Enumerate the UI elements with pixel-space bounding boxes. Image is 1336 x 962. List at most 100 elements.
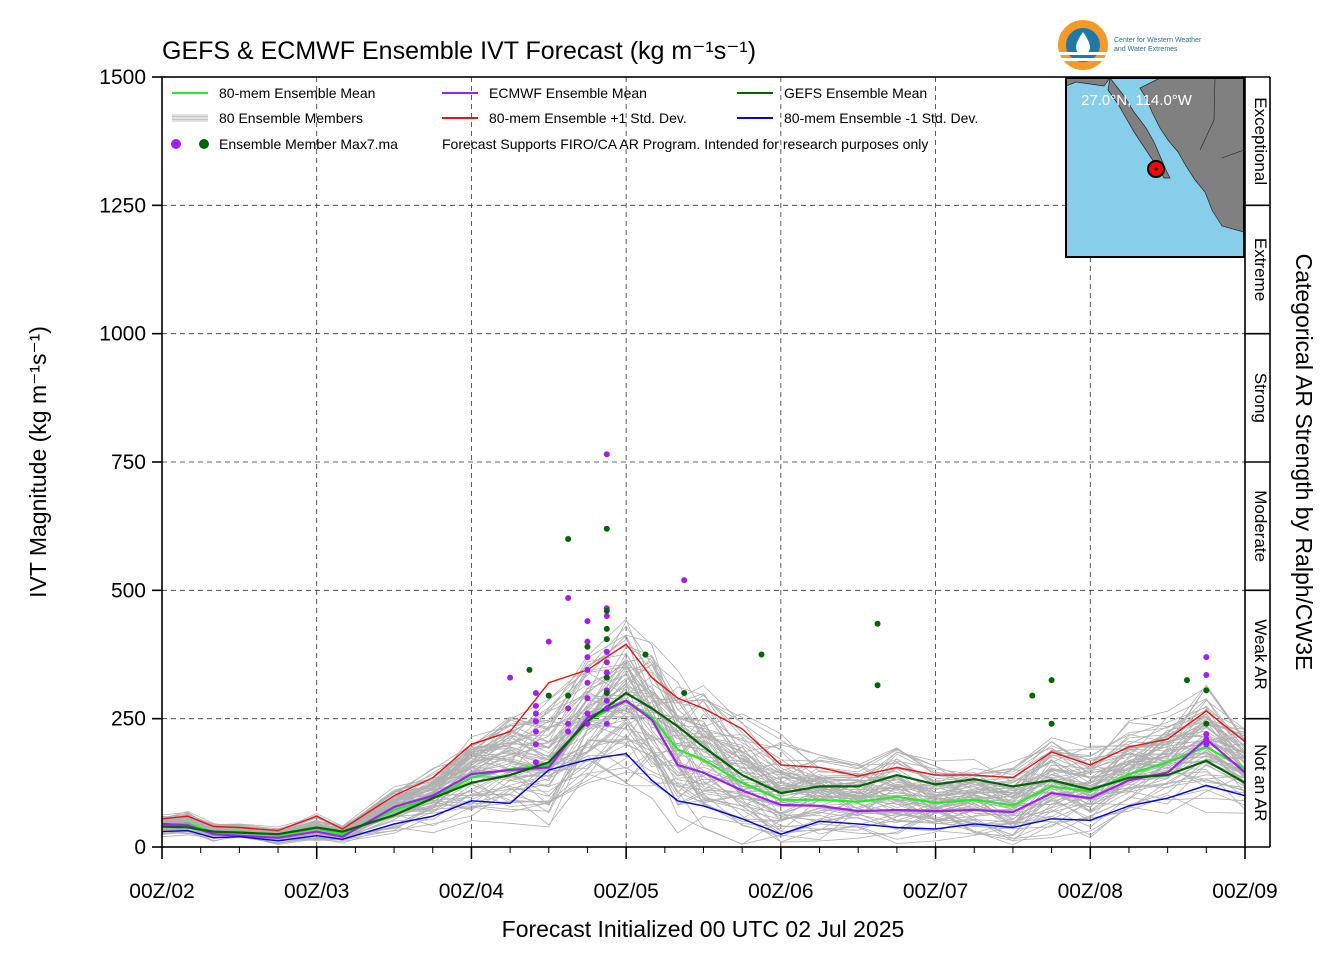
member-max-point-gefs xyxy=(565,536,572,542)
member-max-point-gefs xyxy=(681,690,688,696)
legend-label: GEFS Ensemble Mean xyxy=(784,85,927,101)
ensemble-member-line xyxy=(161,771,1246,841)
member-max-point-gefs xyxy=(874,682,881,689)
category-label: Exceptional xyxy=(1251,97,1270,185)
location-inset-map: 27.0°N, 114.0°W xyxy=(1065,77,1245,258)
legend-dot-ecmwf xyxy=(171,139,181,149)
80-mem-ensemble-1-std-dev--line xyxy=(161,643,1246,832)
member-max-point-ecmwf xyxy=(1203,741,1210,748)
member-max-point-ecmwf xyxy=(603,720,610,727)
member-max-point-ecmwf xyxy=(532,702,539,709)
member-max-point-ecmwf xyxy=(584,654,591,661)
y-tick-label: 750 xyxy=(111,451,146,474)
legend-dot-gefs xyxy=(199,139,209,149)
member-max-point-ecmwf xyxy=(565,728,572,735)
category-label: Weak AR xyxy=(1251,619,1270,690)
member-max-point-gefs xyxy=(603,625,610,632)
ensemble-member-line xyxy=(161,656,1246,833)
gefs-ensemble-mean-line xyxy=(161,691,1246,836)
member-max-point-ecmwf xyxy=(603,659,610,666)
x-tick-label: 00Z/02 xyxy=(129,880,194,903)
member-max-point-gefs xyxy=(603,607,610,614)
legend-label: 80-mem Ensemble +1 Std. Dev. xyxy=(489,110,687,126)
ensemble-member-line xyxy=(161,661,1246,834)
member-max-point-gefs xyxy=(603,525,610,532)
member-max-point-ecmwf xyxy=(603,697,610,704)
member-max-point-ecmwf xyxy=(681,577,688,584)
legend: 80-mem Ensemble Mean ECMWF Ensemble Mean G… xyxy=(171,85,978,152)
member-max-point-ecmwf xyxy=(1203,736,1210,743)
ensemble-member-line xyxy=(161,721,1246,841)
member-max-point-ecmwf xyxy=(532,759,539,766)
member-max-point-ecmwf xyxy=(565,720,572,727)
member-max-point-ecmwf xyxy=(603,648,610,655)
y-tick-label: 1250 xyxy=(99,194,146,217)
legend-label: 80-mem Ensemble Mean xyxy=(219,85,375,101)
member-max-point-ecmwf xyxy=(584,618,591,625)
member-max-point-ecmwf xyxy=(584,720,591,727)
member-max-point-gefs xyxy=(758,651,765,658)
x-tick-label: 00Z/09 xyxy=(1212,880,1277,903)
member-max-point-ecmwf xyxy=(584,679,591,686)
ensemble-members xyxy=(161,618,1246,846)
member-max-point-ecmwf xyxy=(1203,731,1210,738)
y-tick-label: 0 xyxy=(134,836,146,859)
80-mem-ensemble-1-std-dev--line xyxy=(161,752,1246,842)
y-tick-label: 1500 xyxy=(99,66,146,89)
member-max-point-gefs xyxy=(1183,677,1190,684)
member-max-point-gefs xyxy=(603,674,610,681)
ensemble-member-line xyxy=(161,665,1246,835)
member-max-point-ecmwf xyxy=(1203,672,1210,679)
member-max-point-ecmwf xyxy=(532,710,539,717)
member-max-point-gefs xyxy=(642,651,649,658)
ecmwf-ensemble-mean-line xyxy=(161,699,1246,839)
x-tick-label: 00Z/07 xyxy=(903,880,968,903)
member-max-point-ecmwf xyxy=(532,728,539,735)
member-max-point-ecmwf xyxy=(584,710,591,717)
member-max-point-ecmwf xyxy=(532,690,539,696)
member-max-point-gefs xyxy=(1048,677,1055,684)
x-tick-label: 00Z/04 xyxy=(439,880,505,903)
member-max-point-gefs xyxy=(1203,720,1210,727)
member-max-point-ecmwf xyxy=(603,669,610,676)
y-axis-label: IVT Magnitude (kg m⁻¹s⁻¹) xyxy=(25,326,51,598)
legend-note: Forecast Supports FIRO/CA AR Program. In… xyxy=(442,136,928,152)
member-max-point-ecmwf xyxy=(565,595,572,602)
location-coordinates: 27.0°N, 114.0°W xyxy=(1081,92,1193,109)
y-tick-label: 500 xyxy=(111,579,146,602)
legend-label: 80 Ensemble Members xyxy=(219,110,363,126)
member-max-point-ecmwf xyxy=(584,695,591,702)
member-max-point-ecmwf xyxy=(565,705,572,712)
member-max-point-ecmwf xyxy=(584,638,591,645)
logo-text-line2: and Water Extremes xyxy=(1114,46,1178,53)
member-max-point-gefs xyxy=(545,692,552,699)
member-max-point-ecmwf xyxy=(603,451,610,458)
right-axis-label: Categorical AR Strength by Ralph/CW3E xyxy=(1291,254,1317,671)
x-axis-label: Forecast Initialized 00 UTC 02 Jul 2025 xyxy=(502,916,905,942)
x-tick-label: 00Z/08 xyxy=(1058,880,1123,903)
member-max-point-gefs xyxy=(603,690,610,696)
x-tick-label: 00Z/06 xyxy=(748,880,813,903)
x-tick-label: 00Z/03 xyxy=(284,880,349,903)
member-max-point-ecmwf xyxy=(532,718,539,725)
category-label: Strong xyxy=(1251,373,1270,423)
member-max-point-gefs xyxy=(1029,692,1036,699)
member-max-point-ecmwf xyxy=(603,613,610,619)
logo-text-line1: Center for Western Weather xyxy=(1114,37,1202,44)
member-max-point-gefs xyxy=(603,636,610,643)
member-max-point-ecmwf xyxy=(603,705,610,712)
member-max-point-ecmwf xyxy=(584,666,591,673)
category-label: Not an AR xyxy=(1251,744,1270,822)
ensemble-member-line xyxy=(161,664,1246,833)
member-max-point-ecmwf xyxy=(545,638,552,645)
ensemble-member-line xyxy=(161,734,1246,844)
legend-label: 80-mem Ensemble -1 Std. Dev. xyxy=(784,110,978,126)
member-max-point-ecmwf xyxy=(507,674,514,681)
member-max-point-gefs xyxy=(584,643,591,650)
member-max-point-gefs xyxy=(565,692,572,699)
legend-label: Ensemble Member Max7.ma xyxy=(219,136,398,152)
x-tick-label: 00Z/05 xyxy=(593,880,658,903)
ensemble-member-line xyxy=(161,645,1246,833)
ensemble-member-line xyxy=(161,666,1246,836)
